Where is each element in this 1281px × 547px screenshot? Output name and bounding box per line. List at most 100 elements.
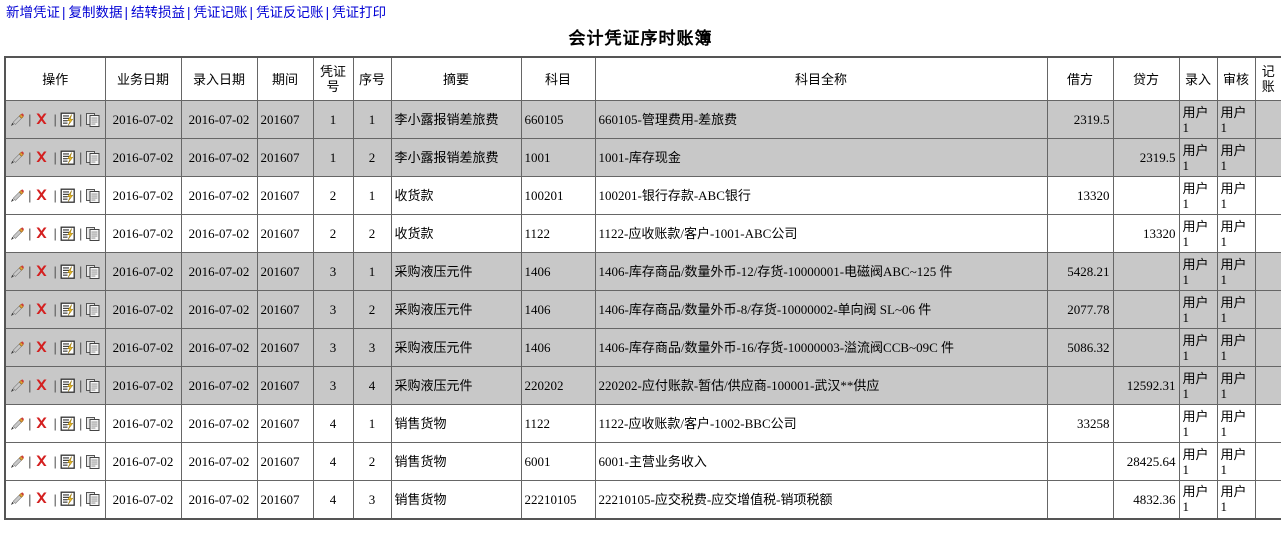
cell-biz_date: 2016-07-02 [104, 252, 182, 291]
copy-duplicate-icon[interactable] [85, 378, 101, 394]
edit-pencil-icon[interactable] [9, 302, 25, 318]
toolbar-separator: | [325, 5, 330, 20]
cell-seq_no: 2 [352, 214, 392, 253]
delete-x-icon[interactable] [34, 150, 50, 166]
cell-entered_by: 用户1 [1178, 480, 1218, 519]
table-row[interactable]: | | | 2016-07-02 2016-07-02 201607 3 2 采购液压元件 140… [4, 290, 1281, 329]
cell-entry_date: 2016-07-02 [180, 328, 258, 367]
table-row[interactable]: | | | 2016-07-02 2016-07-02 201607 4 1 销售货物 1122 1… [4, 404, 1281, 443]
audit-form-icon[interactable] [60, 226, 76, 242]
delete-x-icon[interactable] [34, 340, 50, 356]
row-action-icon-group: | | | [9, 416, 102, 432]
cell-subject_full: 220202-应付账款-暂估/供应商-100001-武汉**供应 [594, 366, 1048, 405]
row-actions-cell: | | | [4, 328, 106, 367]
table-row[interactable]: | | | 2016-07-02 2016-07-02 201607 2 1 收货款 100201… [4, 176, 1281, 215]
action-icon-separator: | [28, 378, 32, 393]
row-action-icon-group: | | | [9, 112, 102, 128]
cell-audited_by: 用户1 [1216, 404, 1256, 443]
delete-x-icon[interactable] [34, 112, 50, 128]
copy-duplicate-icon[interactable] [85, 416, 101, 432]
edit-pencil-icon[interactable] [9, 150, 25, 166]
delete-x-icon[interactable] [34, 378, 50, 394]
edit-pencil-icon[interactable] [9, 264, 25, 280]
cell-voucher_no: 3 [312, 252, 354, 291]
cell-subject: 1406 [520, 252, 596, 291]
action-icon-separator: | [53, 302, 57, 317]
table-row[interactable]: | | | 2016-07-02 2016-07-02 201607 4 2 销售货物 6001 6… [4, 442, 1281, 481]
table-row[interactable]: | | | 2016-07-02 2016-07-02 201607 3 4 采购液压元件 220… [4, 366, 1281, 405]
table-row[interactable]: | | | 2016-07-02 2016-07-02 201607 1 1 李小露报销差旅费 6… [4, 100, 1281, 139]
copy-duplicate-icon[interactable] [85, 302, 101, 318]
edit-pencil-icon[interactable] [9, 112, 25, 128]
edit-pencil-icon[interactable] [9, 188, 25, 204]
audit-form-icon[interactable] [60, 264, 76, 280]
cell-biz_date: 2016-07-02 [104, 214, 182, 253]
cell-summary: 采购液压元件 [390, 252, 522, 291]
cell-period: 201607 [256, 404, 314, 443]
copy-duplicate-icon[interactable] [85, 188, 101, 204]
toolbar-separator: | [124, 5, 129, 20]
action-icon-separator: | [53, 188, 57, 203]
cell-posted [1254, 290, 1281, 329]
audit-form-icon[interactable] [60, 302, 76, 318]
action-icon-separator: | [53, 340, 57, 355]
table-row[interactable]: | | | 2016-07-02 2016-07-02 201607 3 3 采购液压元件 140… [4, 328, 1281, 367]
table-row[interactable]: | | | 2016-07-02 2016-07-02 201607 4 3 销售货物 22210… [4, 480, 1281, 519]
audit-form-icon[interactable] [60, 378, 76, 394]
table-row[interactable]: | | | 2016-07-02 2016-07-02 201607 1 2 李小露报销差旅费 1… [4, 138, 1281, 177]
delete-x-icon[interactable] [34, 226, 50, 242]
audit-form-icon[interactable] [60, 454, 76, 470]
cell-subject: 1122 [520, 214, 596, 253]
toolbar-separator: | [187, 5, 191, 20]
edit-pencil-icon[interactable] [9, 226, 25, 242]
action-icon-separator: | [79, 188, 83, 203]
cell-debit: 5086.32 [1046, 328, 1114, 367]
delete-x-icon[interactable] [34, 302, 50, 318]
cell-debit [1046, 442, 1114, 481]
voucher-post-link[interactable]: 凭证记账 [193, 5, 248, 20]
copy-duplicate-icon[interactable] [85, 112, 101, 128]
audit-form-icon[interactable] [60, 491, 76, 507]
delete-x-icon[interactable] [34, 491, 50, 507]
copy-data-link[interactable]: 复制数据 [68, 5, 123, 20]
copy-duplicate-icon[interactable] [85, 226, 101, 242]
edit-pencil-icon[interactable] [9, 340, 25, 356]
carry-forward-pl-link[interactable]: 结转损益 [131, 5, 186, 20]
delete-x-icon[interactable] [34, 454, 50, 470]
new-voucher-link[interactable]: 新增凭证 [6, 5, 60, 20]
cell-audited_by: 用户1 [1216, 366, 1256, 405]
audit-form-icon[interactable] [60, 150, 76, 166]
cell-biz_date: 2016-07-02 [104, 176, 182, 215]
table-row[interactable]: | | | 2016-07-02 2016-07-02 201607 2 2 收货款 1122 11… [4, 214, 1281, 253]
audit-form-icon[interactable] [60, 340, 76, 356]
cell-debit [1046, 366, 1114, 405]
voucher-print-link[interactable]: 凭证打印 [332, 5, 387, 20]
edit-pencil-icon[interactable] [9, 416, 25, 432]
copy-duplicate-icon[interactable] [85, 454, 101, 470]
column-header-voucher_no: 凭证号 [312, 56, 354, 101]
copy-duplicate-icon[interactable] [85, 491, 101, 507]
edit-pencil-icon[interactable] [9, 454, 25, 470]
cell-voucher_no: 3 [312, 328, 354, 367]
cell-debit: 2319.5 [1046, 100, 1114, 139]
copy-duplicate-icon[interactable] [85, 150, 101, 166]
copy-duplicate-icon[interactable] [85, 340, 101, 356]
row-actions-cell: | | | [4, 404, 106, 443]
delete-x-icon[interactable] [34, 264, 50, 280]
copy-duplicate-icon[interactable] [85, 264, 101, 280]
row-action-icon-group: | | | [9, 188, 102, 204]
edit-pencil-icon[interactable] [9, 378, 25, 394]
audit-form-icon[interactable] [60, 112, 76, 128]
action-icon-separator: | [79, 491, 83, 507]
edit-pencil-icon[interactable] [9, 491, 25, 507]
table-row[interactable]: | | | 2016-07-02 2016-07-02 201607 3 1 采购液压元件 140… [4, 252, 1281, 291]
audit-form-icon[interactable] [60, 188, 76, 204]
delete-x-icon[interactable] [34, 188, 50, 204]
action-icon-separator: | [28, 416, 32, 431]
delete-x-icon[interactable] [34, 416, 50, 432]
audit-form-icon[interactable] [60, 416, 76, 432]
cell-posted [1254, 442, 1281, 481]
cell-credit [1112, 100, 1180, 139]
cell-summary: 李小露报销差旅费 [390, 138, 522, 177]
voucher-unpost-link[interactable]: 凭证反记账 [256, 5, 324, 20]
